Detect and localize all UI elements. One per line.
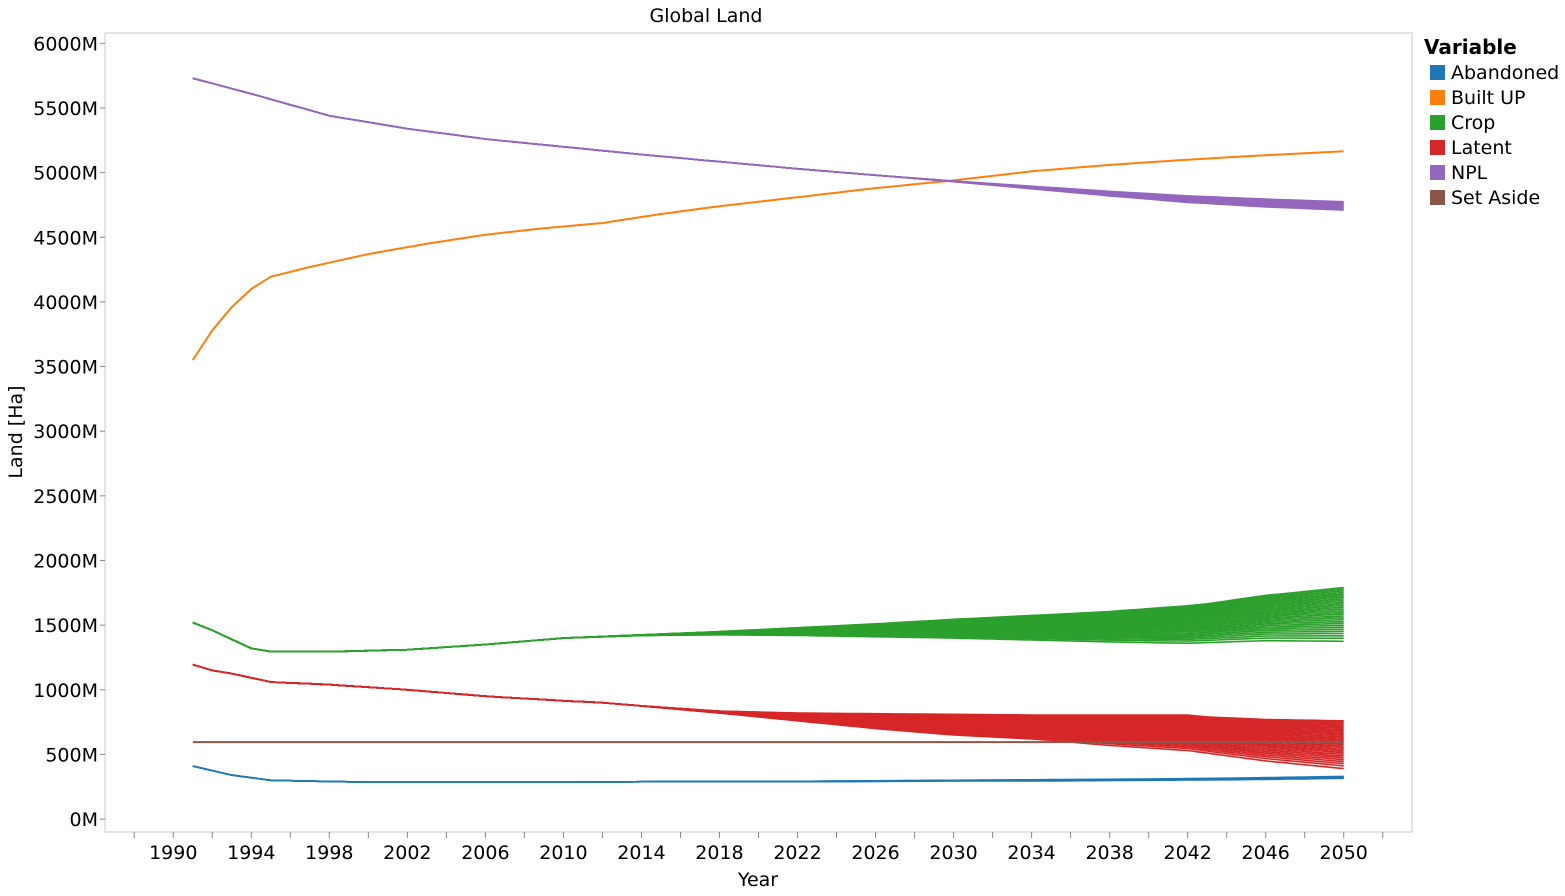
legend-label: NPL — [1451, 161, 1488, 184]
legend-swatch — [1430, 90, 1445, 105]
series-line — [191, 150, 1344, 361]
x-tick-label: 2010 — [539, 842, 587, 864]
x-tick-label: 2018 — [695, 842, 743, 864]
series-layer — [191, 77, 1344, 783]
series-built-up — [191, 150, 1344, 361]
series-line — [192, 77, 1344, 210]
series-line — [192, 663, 1344, 744]
y-tick-label: 3500M — [33, 357, 98, 379]
series-line — [192, 77, 1344, 208]
series-latent — [192, 663, 1344, 770]
y-axis-title: Land [Ha] — [5, 385, 27, 478]
y-axis: 0M 500M 1000M 1500M 2000M 2500M 3000M 3500M 4000… — [33, 33, 105, 831]
legend-items: Abandoned Built UP Crop Latent NPL Set Aside — [1424, 60, 1564, 210]
legend-item-npl[interactable]: NPL — [1424, 160, 1564, 185]
legend-label: Abandoned — [1451, 61, 1560, 84]
y-tick-label: 5000M — [33, 163, 98, 185]
legend-swatch — [1430, 65, 1445, 80]
series-abandoned — [192, 765, 1344, 783]
x-tick-label: 2022 — [773, 842, 821, 864]
series-line — [192, 663, 1344, 747]
y-tick-label: 4500M — [33, 227, 98, 249]
series-line — [192, 765, 1344, 783]
series-line — [192, 765, 1344, 783]
series-line — [192, 77, 1344, 206]
legend-label: Crop — [1451, 111, 1496, 134]
y-tick-label: 6000M — [33, 33, 98, 55]
series-line — [192, 586, 1344, 653]
legend-item-crop[interactable]: Crop — [1424, 110, 1564, 135]
legend-swatch — [1430, 140, 1445, 155]
x-axis-title: Year — [737, 869, 778, 891]
legend-swatch — [1430, 115, 1445, 130]
y-tick-label: 1500M — [33, 615, 98, 637]
series-line — [192, 77, 1344, 205]
x-tick-label: 2038 — [1085, 842, 1133, 864]
x-tick-label: 2042 — [1163, 842, 1211, 864]
series-npl — [192, 77, 1344, 211]
series-line — [192, 77, 1344, 211]
series-line — [192, 77, 1344, 204]
x-tick-label: 2050 — [1320, 842, 1368, 864]
series-line — [192, 663, 1344, 722]
legend-item-set-aside[interactable]: Set Aside — [1424, 185, 1564, 210]
series-line — [192, 77, 1344, 205]
series-line — [192, 663, 1344, 743]
x-tick-label: 1998 — [305, 842, 353, 864]
chart-title: Global Land — [650, 5, 763, 27]
x-tick-label: 2046 — [1242, 842, 1290, 864]
series-crop — [192, 586, 1344, 653]
legend: Variable Abandoned Built UP Crop Latent NPL S… — [1424, 34, 1564, 210]
x-tick-label: 2026 — [851, 842, 899, 864]
x-tick-label: 2006 — [461, 842, 509, 864]
series-line — [192, 663, 1344, 741]
y-tick-label: 4000M — [33, 292, 98, 314]
legend-item-built-up[interactable]: Built UP — [1424, 85, 1564, 110]
series-line — [192, 77, 1344, 209]
y-tick-label: 1000M — [33, 680, 98, 702]
legend-label: Latent — [1451, 136, 1512, 159]
x-tick-label: 2030 — [929, 842, 977, 864]
legend-swatch — [1430, 165, 1445, 180]
legend-swatch — [1430, 190, 1445, 205]
legend-title: Variable — [1424, 35, 1517, 59]
legend-label: Set Aside — [1451, 186, 1541, 209]
y-tick-label: 500M — [45, 744, 98, 766]
x-tick-label: 1990 — [149, 842, 197, 864]
x-tick-label: 2002 — [383, 842, 431, 864]
y-tick-label: 2000M — [33, 550, 98, 572]
series-line — [192, 77, 1344, 203]
x-tick-label: 1994 — [227, 842, 275, 864]
series-line — [192, 663, 1344, 746]
y-tick-label: 0M — [70, 809, 98, 831]
legend-item-abandoned[interactable]: Abandoned — [1424, 60, 1564, 85]
y-tick-label: 3000M — [33, 421, 98, 443]
legend-item-latent[interactable]: Latent — [1424, 135, 1564, 160]
legend-label: Built UP — [1451, 86, 1526, 109]
y-tick-label: 2500M — [33, 486, 98, 508]
x-tick-label: 2034 — [1007, 842, 1055, 864]
x-axis: 1990 1994 1998 2002 2006 2010 2014 2018 2022 2026… — [133, 832, 1384, 864]
series-line — [192, 77, 1344, 207]
y-tick-label: 5500M — [33, 98, 98, 120]
x-tick-label: 2014 — [617, 842, 665, 864]
